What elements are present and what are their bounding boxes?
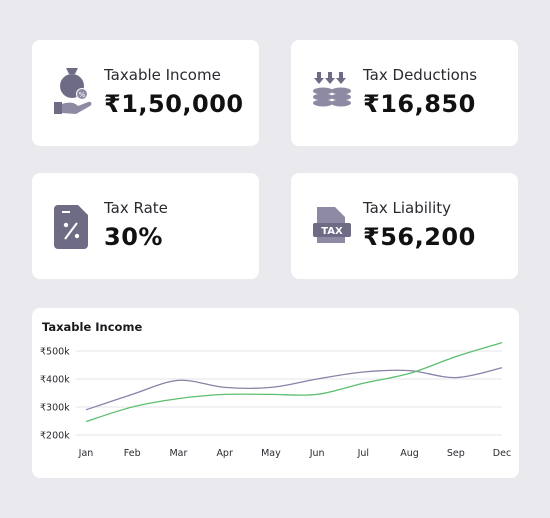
taxable-income-chart-card: Taxable Income ₹200k ₹300k ₹400k ₹500k Jan Fe… <box>32 308 519 478</box>
y-tick-label: ₹400k <box>40 375 70 386</box>
svg-text:TAX: TAX <box>321 226 343 237</box>
tax-liability-label: Tax Liability <box>363 199 452 217</box>
x-tick-label: Dec <box>493 448 511 459</box>
tax-rate-value: 30% <box>104 223 163 251</box>
svg-text:%: % <box>79 91 86 99</box>
tax-rate-label: Tax Rate <box>104 199 168 217</box>
x-tick-label: Feb <box>124 448 141 459</box>
tax-deductions-card: Tax Deductions ₹16,850 <box>291 40 518 146</box>
x-tick-label: Mar <box>169 448 187 459</box>
tax-liability-value: ₹56,200 <box>363 223 476 251</box>
y-tick-label: ₹200k <box>40 431 70 442</box>
series-line-green <box>85 341 503 423</box>
line-chart: ₹200k ₹300k ₹400k ₹500k Jan Feb Mar Apr May Jun Ju… <box>40 341 511 459</box>
taxable-income-label: Taxable Income <box>104 66 221 84</box>
percent-document-icon <box>54 205 88 249</box>
tax-rate-card: Tax Rate 30% <box>32 173 259 279</box>
y-tick-label: ₹300k <box>40 403 70 414</box>
taxable-income-card: % Taxable Income ₹1,50,000 <box>32 40 259 146</box>
x-tick-label: Aug <box>400 448 419 459</box>
chart-title: Taxable Income <box>42 320 143 334</box>
tax-deductions-value: ₹16,850 <box>363 90 476 118</box>
taxable-income-value: ₹1,50,000 <box>104 90 244 118</box>
x-tick-label: Jun <box>309 448 325 459</box>
x-tick-label: Apr <box>216 448 233 459</box>
tax-document-icon: TAX <box>313 207 351 243</box>
coin-stack-arrows-icon <box>313 72 351 107</box>
x-tick-label: May <box>261 448 281 459</box>
tax-liability-card: TAX Tax Liability ₹56,200 <box>291 173 518 279</box>
series-line-purple <box>85 367 503 411</box>
tax-deductions-label: Tax Deductions <box>363 66 478 84</box>
x-tick-label: Jan <box>78 448 94 459</box>
x-tick-label: Sep <box>447 448 465 459</box>
x-tick-label: Jul <box>357 448 369 459</box>
y-tick-label: ₹500k <box>40 347 70 358</box>
money-bag-hand-icon: % <box>54 68 92 114</box>
